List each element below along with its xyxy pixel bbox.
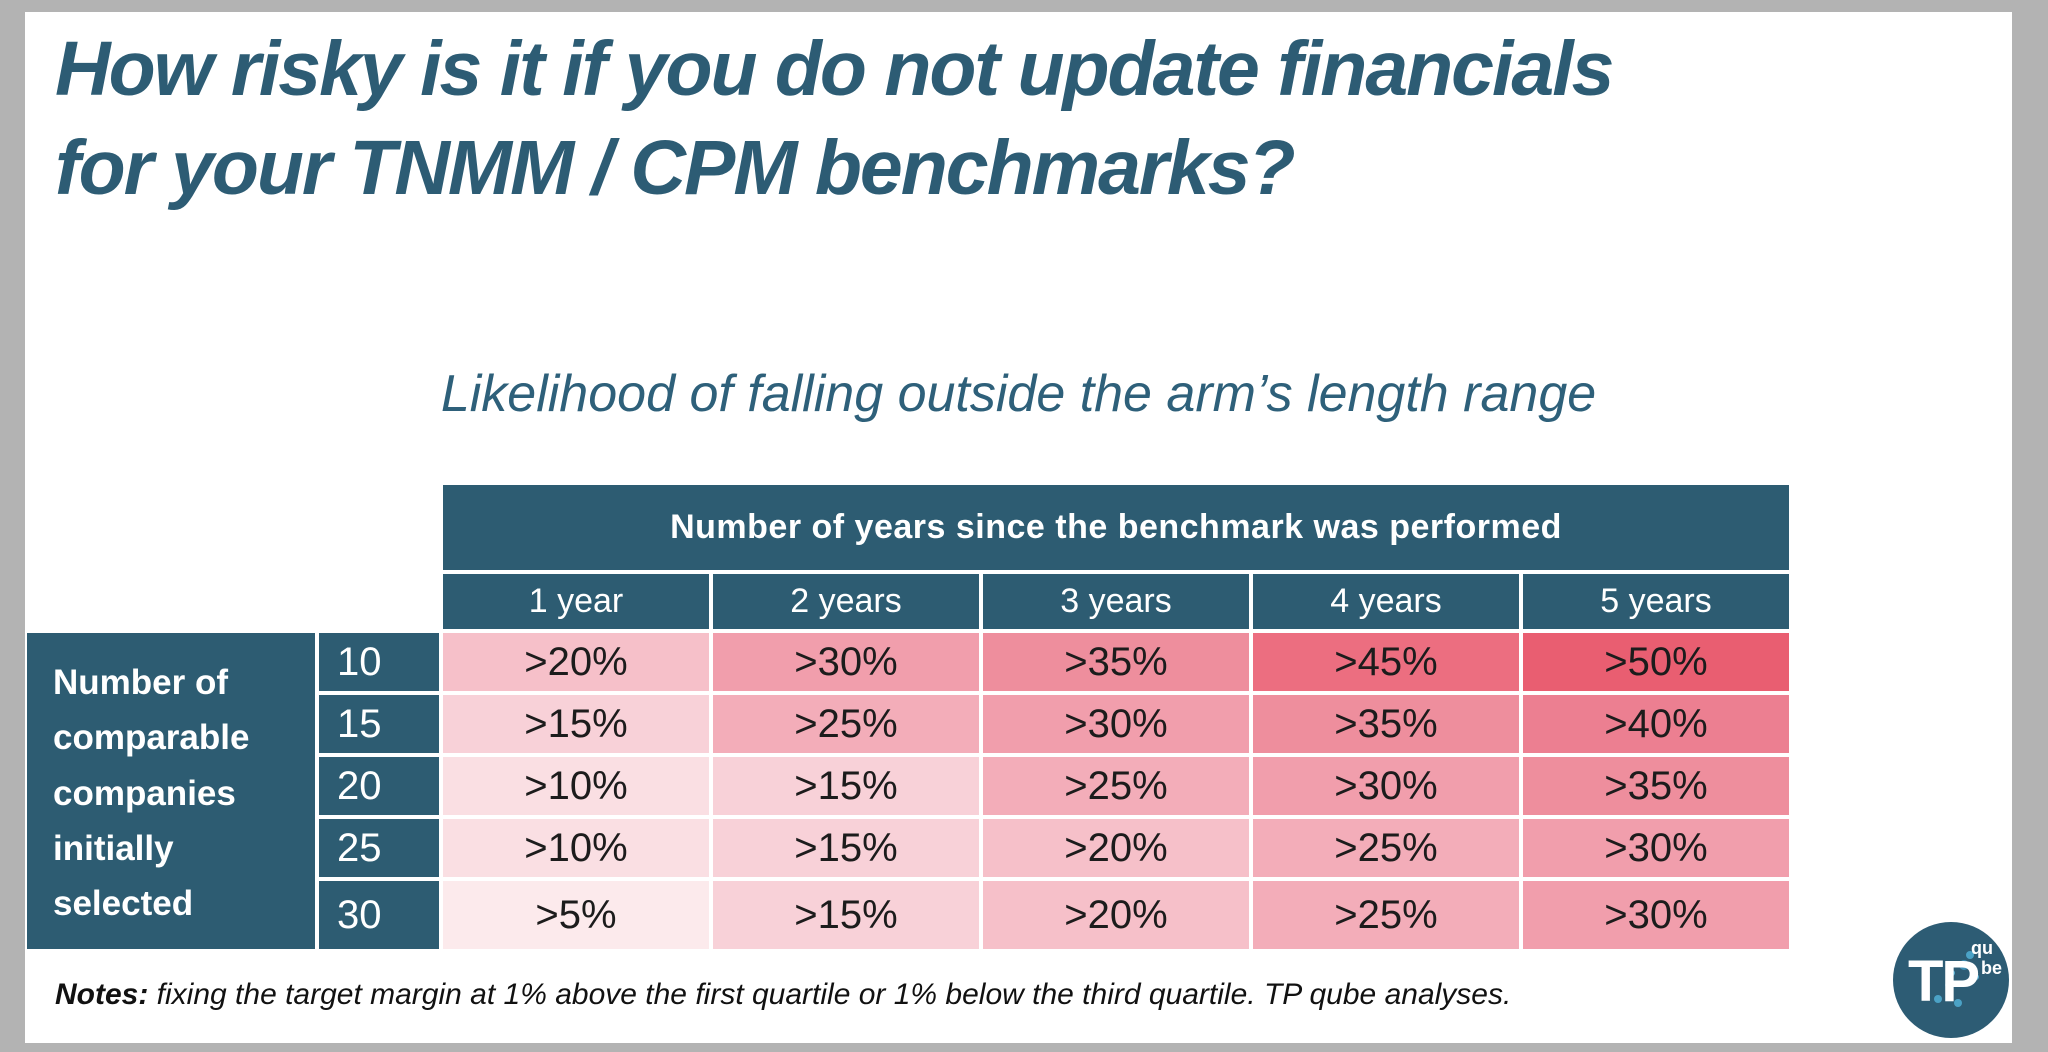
cell-row25-col3: >20%	[983, 819, 1249, 877]
row-header-15: 15	[319, 695, 439, 753]
cell-row25-col1: >10%	[443, 819, 709, 877]
cell-row25-col2: >15%	[713, 819, 979, 877]
col-header-3-years: 3 years	[983, 574, 1249, 629]
title-line-1: How risky is it if you do not update fin…	[55, 26, 1614, 112]
notes: Notes: fixing the target margin at 1% ab…	[55, 978, 1511, 1012]
cell-row25-col4: >25%	[1253, 819, 1519, 877]
slide: How risky is it if you do not update fin…	[25, 12, 2012, 1043]
tpqube-logo: TP qu be	[1893, 922, 2009, 1038]
notes-text: fixing the target margin at 1% above the…	[148, 978, 1512, 1011]
row-header-25: 25	[319, 819, 439, 877]
title-line-2: for your TNMM / CPM benchmarks?	[55, 124, 1296, 211]
cell-row10-col3: >35%	[983, 633, 1249, 691]
cell-row25-col5: >30%	[1523, 819, 1789, 877]
cell-row10-col5: >50%	[1523, 633, 1789, 691]
logo-tp-text: TP	[1908, 949, 1980, 1014]
cell-row15-col4: >35%	[1253, 695, 1519, 753]
cell-row15-col1: >15%	[443, 695, 709, 753]
page-title: How risky is it if you do not update fin…	[55, 20, 1614, 217]
row-group-header: Number of comparable companies initially…	[27, 633, 315, 949]
logo-speckles-decoration	[1949, 970, 1955, 976]
cell-row20-col4: >30%	[1253, 757, 1519, 815]
column-group-header: Number of years since the benchmark was …	[443, 485, 1789, 570]
table-caption: Likelihood of falling outside the arm’s …	[440, 365, 1597, 423]
col-header-1-year: 1 year	[443, 574, 709, 629]
cell-row30-col2: >15%	[713, 881, 979, 949]
cell-row20-col3: >25%	[983, 757, 1249, 815]
cell-row30-col1: >5%	[443, 881, 709, 949]
cell-row15-col5: >40%	[1523, 695, 1789, 753]
cell-row15-col2: >25%	[713, 695, 979, 753]
cell-row20-col2: >15%	[713, 757, 979, 815]
cell-row10-col4: >45%	[1253, 633, 1519, 691]
row-header-10: 10	[319, 633, 439, 691]
cell-row30-col5: >30%	[1523, 881, 1789, 949]
cell-row20-col5: >35%	[1523, 757, 1789, 815]
cell-row10-col1: >20%	[443, 633, 709, 691]
col-header-5-years: 5 years	[1523, 574, 1789, 629]
cell-row20-col1: >10%	[443, 757, 709, 815]
cell-row30-col3: >20%	[983, 881, 1249, 949]
logo-be-text: be	[1980, 958, 2002, 978]
notes-label: Notes:	[55, 978, 149, 1011]
cell-row30-col4: >25%	[1253, 881, 1519, 949]
col-header-2-years: 2 years	[713, 574, 979, 629]
risk-table: Number of years since the benchmark was …	[27, 485, 1793, 949]
cell-row10-col2: >30%	[713, 633, 979, 691]
row-header-30: 30	[319, 881, 439, 949]
logo-qu-text: qu	[1971, 938, 1993, 958]
row-header-20: 20	[319, 757, 439, 815]
cell-row15-col3: >30%	[983, 695, 1249, 753]
col-header-4-years: 4 years	[1253, 574, 1519, 629]
